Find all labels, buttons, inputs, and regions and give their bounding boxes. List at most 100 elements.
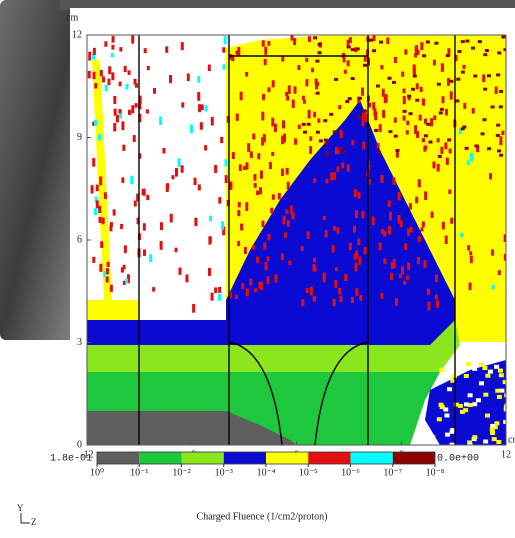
speckle	[152, 287, 155, 291]
speckle	[143, 249, 146, 255]
speckle	[179, 268, 182, 275]
speckle	[112, 36, 115, 43]
colorbar-level-label: 10⁻⁷	[383, 467, 402, 478]
speckle	[121, 121, 124, 130]
speckle	[128, 70, 131, 75]
speckle	[211, 293, 214, 301]
speckle	[490, 431, 495, 435]
speckle	[450, 91, 453, 99]
speckle	[450, 218, 453, 224]
speckle	[307, 123, 311, 126]
speckle	[303, 100, 306, 104]
speckle	[374, 129, 378, 132]
speckle	[385, 94, 388, 102]
speckle	[222, 47, 225, 52]
speckle	[372, 217, 375, 225]
speckle	[340, 130, 343, 139]
speckle	[94, 83, 97, 88]
speckle	[239, 164, 242, 171]
colorbar-segment	[182, 452, 224, 464]
speckle	[379, 41, 383, 44]
speckle	[325, 230, 328, 237]
speckle	[162, 148, 165, 154]
speckle	[306, 288, 309, 293]
speckle	[311, 68, 314, 73]
speckle	[204, 145, 207, 150]
speckle	[149, 254, 152, 262]
speckle	[324, 139, 328, 142]
speckle	[250, 151, 253, 158]
speckle	[313, 178, 316, 183]
speckle	[424, 191, 427, 200]
speckle	[256, 257, 259, 263]
speckle	[483, 440, 488, 444]
speckle	[256, 191, 259, 196]
speckle	[376, 85, 380, 88]
speckle	[388, 200, 391, 207]
speckle	[338, 147, 342, 150]
speckle	[229, 181, 232, 189]
speckle	[96, 185, 99, 192]
speckle	[426, 123, 430, 126]
speckle	[483, 53, 487, 56]
speckle	[324, 142, 328, 145]
speckle	[469, 282, 472, 290]
speckle	[316, 131, 320, 134]
speckle	[134, 201, 137, 207]
speckle	[396, 152, 399, 158]
speckle	[131, 35, 134, 43]
speckle	[380, 65, 383, 69]
speckle	[281, 136, 284, 145]
speckle	[313, 258, 316, 263]
speckle	[449, 149, 452, 154]
speckle	[177, 158, 180, 167]
speckle	[354, 189, 357, 197]
speckle	[445, 433, 450, 437]
speckle	[125, 279, 128, 284]
speckle	[465, 40, 469, 43]
speckle	[208, 65, 211, 72]
speckle	[406, 130, 409, 134]
colorbar-segment	[351, 452, 393, 464]
speckle	[351, 140, 354, 145]
speckle	[334, 78, 338, 81]
speckle	[411, 88, 415, 91]
speckle	[197, 76, 200, 83]
speckle	[323, 119, 327, 122]
speckle	[309, 146, 312, 154]
speckle	[355, 263, 358, 272]
speckle	[124, 66, 127, 72]
speckle	[461, 71, 465, 74]
speckle	[404, 49, 407, 54]
speckle	[420, 87, 423, 92]
speckle	[325, 179, 328, 183]
speckle	[99, 264, 102, 272]
colorbar-level-label: 10⁻¹	[130, 467, 148, 478]
speckle	[200, 122, 203, 129]
speckle	[181, 165, 184, 172]
axis-icon: Y Z	[17, 503, 37, 527]
speckle	[448, 190, 451, 194]
background-photo	[0, 0, 82, 340]
speckle	[301, 299, 304, 306]
speckle	[271, 118, 274, 127]
speckle	[281, 169, 284, 176]
speckle	[103, 271, 106, 278]
speckle	[501, 35, 505, 38]
speckle	[100, 241, 103, 248]
speckle	[146, 195, 149, 200]
colorbar-title: Charged Fluence (1/cm2/proton)	[197, 511, 328, 522]
colorbar-segment	[393, 452, 435, 464]
speckle	[474, 144, 478, 147]
speckle	[218, 294, 221, 301]
x-unit: cm	[508, 434, 515, 445]
speckle	[245, 72, 248, 77]
speckle	[247, 143, 250, 152]
speckle	[297, 65, 300, 70]
speckle	[438, 155, 442, 158]
speckle	[418, 179, 421, 187]
speckle	[492, 285, 495, 290]
speckle	[293, 38, 296, 45]
speckle	[302, 96, 305, 100]
speckle	[407, 95, 411, 98]
